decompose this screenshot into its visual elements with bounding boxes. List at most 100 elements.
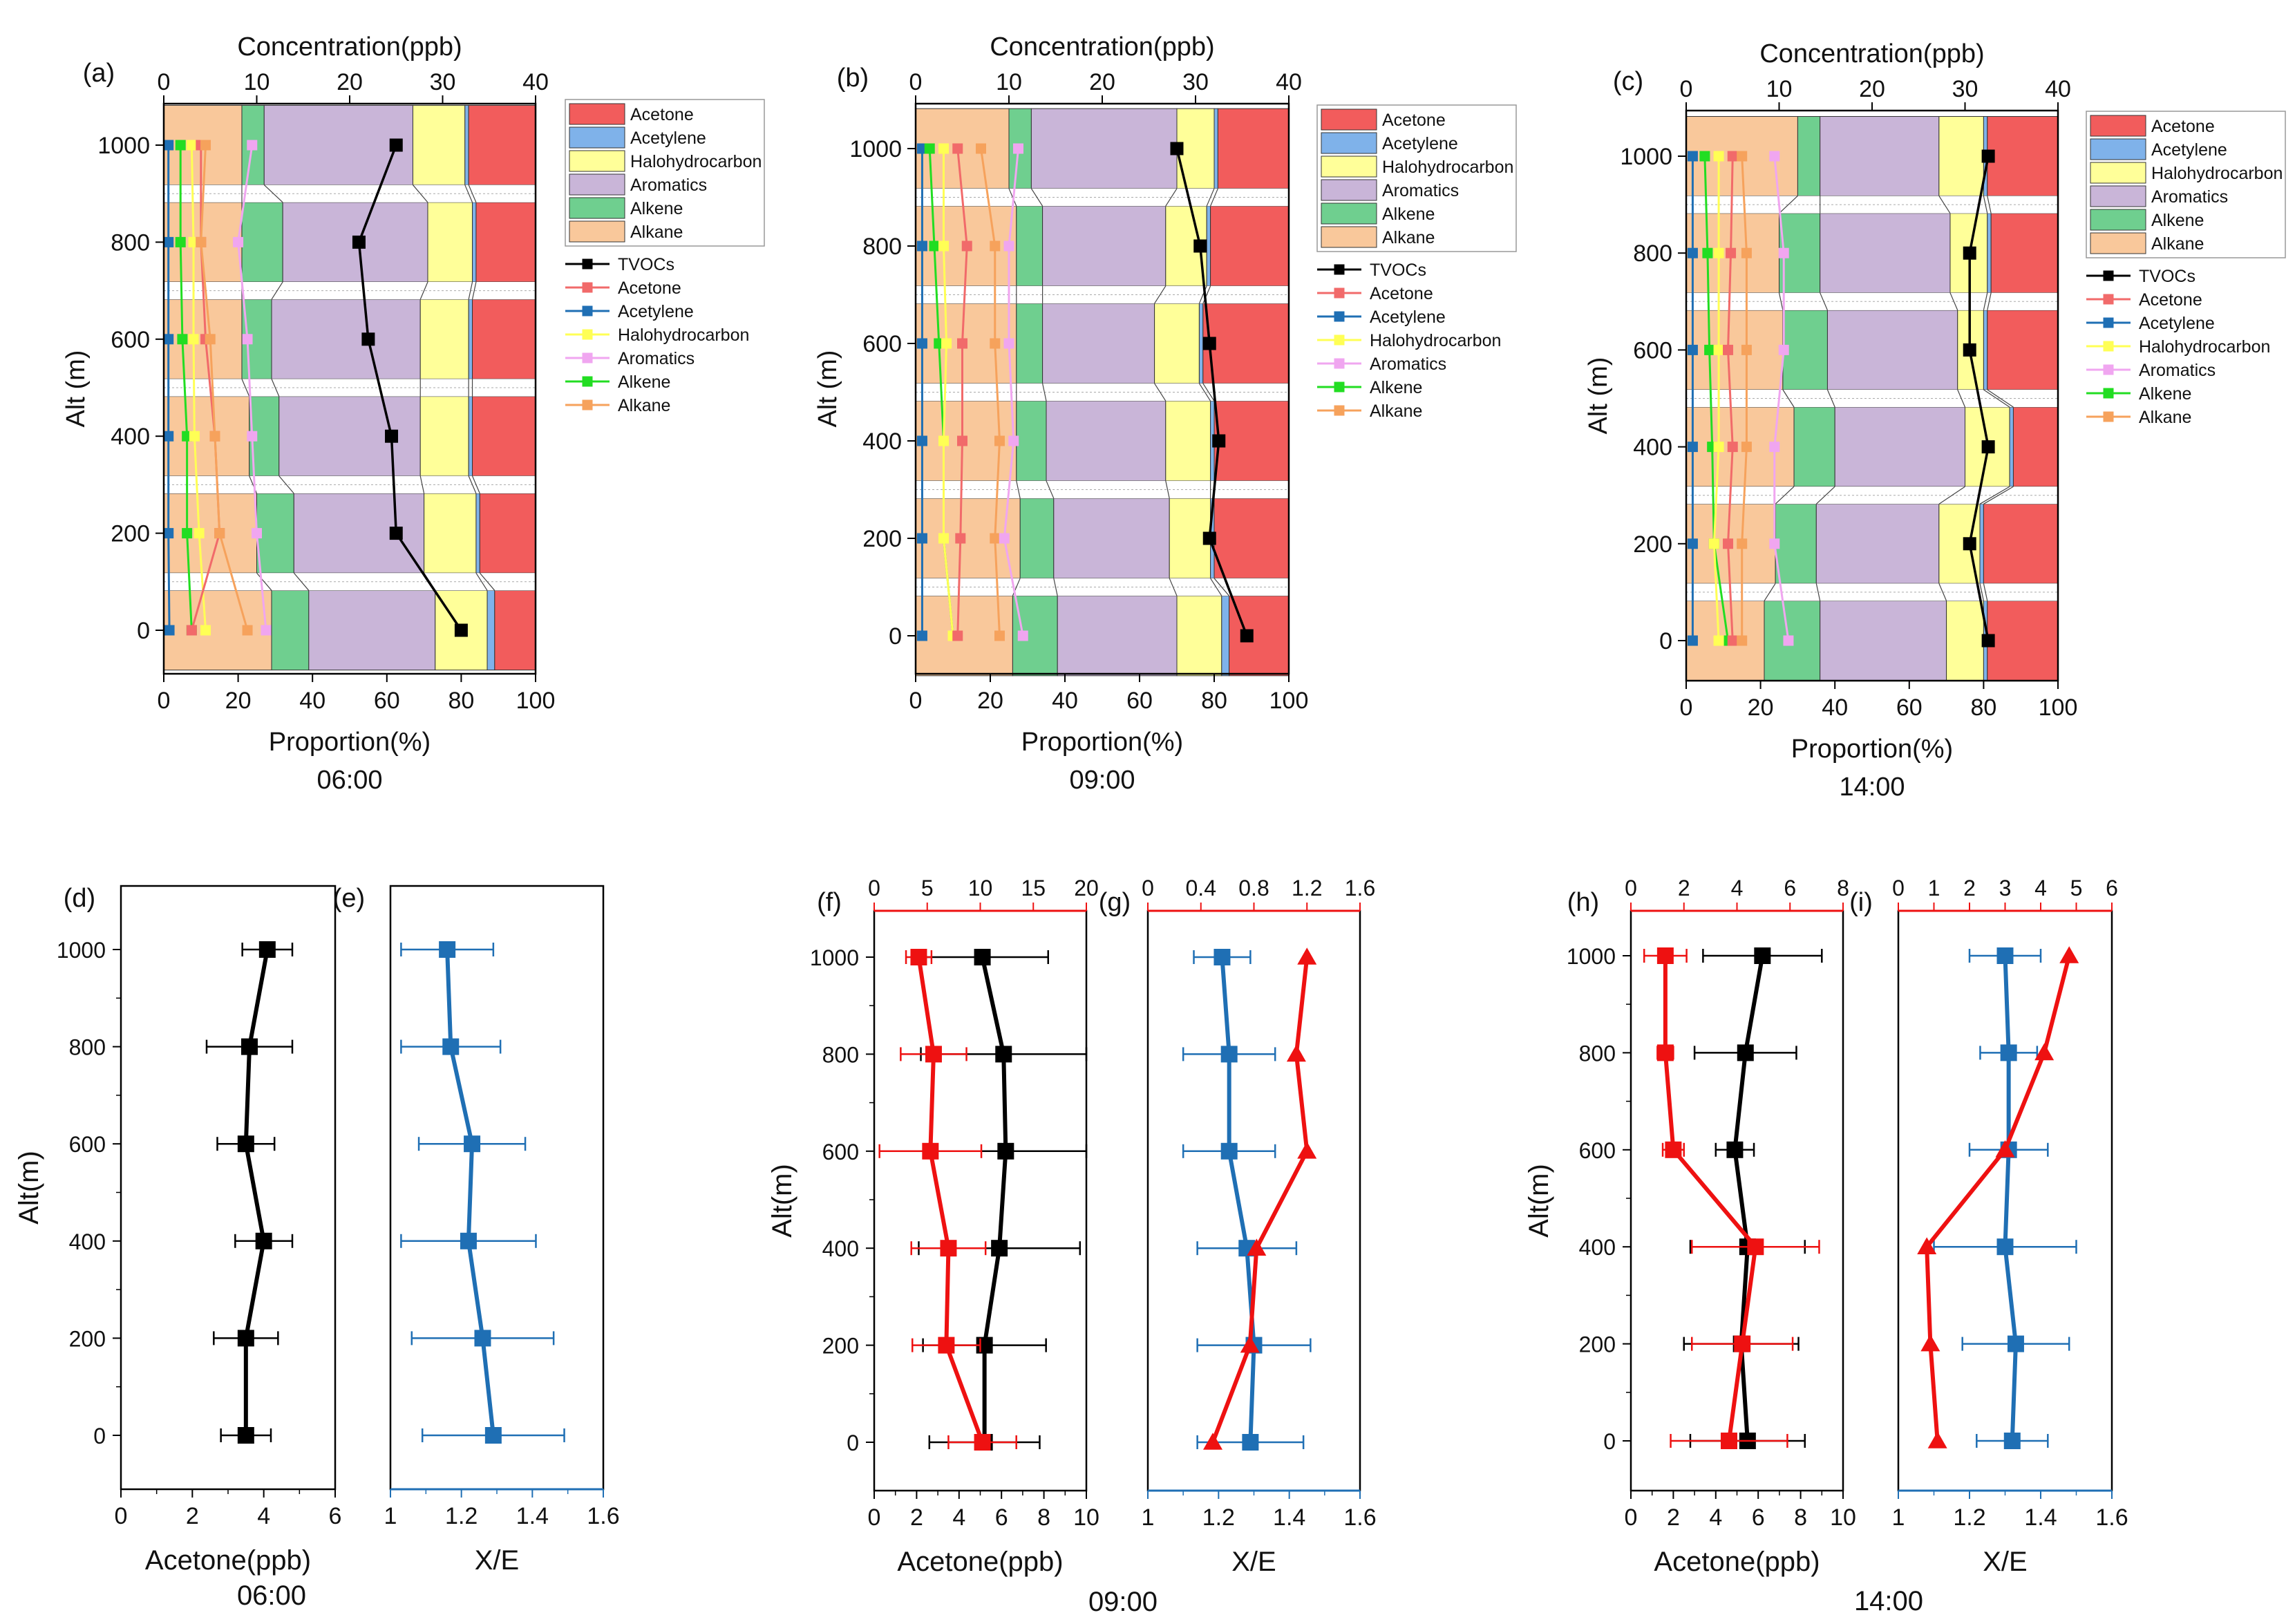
panel-c-halohydrocarbon-line-point	[1713, 151, 1724, 162]
panel-a-bar-halohydrocarbon	[419, 396, 469, 477]
panel-f-ytick-label: 800	[822, 1042, 859, 1067]
panel-c-connector	[1782, 389, 1795, 408]
panel-a-connector	[241, 379, 250, 397]
panel-f-acetone-line	[980, 956, 1008, 1442]
panel-b-bar-aromatics	[1042, 303, 1155, 384]
panel-c-legend-line-label: Aromatics	[2139, 361, 2216, 380]
panel-a-bar-alkene	[256, 493, 294, 574]
panel-h-xtick-label: 2	[1667, 1504, 1680, 1531]
panel-b-xtick-label: 40	[1052, 688, 1078, 714]
panel-c-legend-label: Alkane	[2151, 234, 2204, 254]
panel-c-bar-acetone	[1987, 601, 2059, 681]
panel-b-aromatics-line-point	[1003, 240, 1014, 252]
panel-a-legend-marker	[582, 282, 593, 293]
panel-h-acetone-point	[1754, 947, 1771, 964]
panel-c-bar-alkene	[1797, 116, 1821, 196]
panel-a-legend-label: Aromatics	[630, 176, 707, 195]
panel-b-connector	[1165, 188, 1178, 207]
panel-a-legend-marker	[582, 352, 593, 363]
panel-a-bar-alkane	[163, 493, 257, 574]
panel-c-alkene-line	[1703, 155, 1730, 641]
panel-f-xtick-label: 6	[995, 1504, 1008, 1531]
panel-f-no2-point	[940, 1240, 957, 1257]
panel-h-no2-point	[1665, 1141, 1682, 1158]
panel-a-gap-band	[164, 185, 536, 202]
panel-a-aromatics-line-point	[261, 625, 272, 636]
panel-f-x2tick-label: 0	[868, 876, 880, 900]
panel-c-alkene-line-point	[1704, 344, 1715, 355]
panel-i-x-e-point	[2000, 1044, 2017, 1061]
panel-a-legend-swatch	[569, 126, 625, 149]
panel-a-tvocs-point	[389, 138, 403, 152]
panel-b-aromatics-line-point	[1017, 630, 1028, 641]
panel-c-legend-marker	[2103, 411, 2114, 422]
panel-c-bar-aromatics	[1820, 213, 1951, 294]
panel-c-x2tick-label: 20	[1859, 76, 1885, 102]
panel-a-legend-label: Alkene	[630, 199, 683, 218]
panel-h-no2-point	[1656, 947, 1674, 964]
panel-e-xtick-label: 1	[384, 1503, 397, 1529]
panel-c-alkane-line-point	[1741, 247, 1752, 258]
panel-a-tvocs-line	[357, 144, 462, 631]
panel-a-x2tick-label: 40	[522, 69, 549, 95]
panel-a-legend-line-label: Alkane	[618, 396, 670, 415]
panel-b-connector	[1154, 285, 1167, 304]
panel-b-ytick-label: 800	[862, 234, 902, 260]
panel-a-legend-marker	[582, 376, 593, 387]
panel-a-legend-marker	[582, 399, 593, 410]
panel-c-time-label: 14:00	[1839, 773, 1905, 802]
panel-d-xlabel: Acetone(ppb)	[145, 1545, 311, 1576]
panel-c-ylabel: Alt (m)	[1584, 357, 1613, 435]
panel-c-aromatics-line-point	[1769, 442, 1780, 453]
panel-i-x-e-point	[1996, 947, 2014, 964]
panel-c-bar-aromatics	[1815, 503, 1940, 584]
panel-a-bar-alkene	[241, 104, 265, 186]
panel-c-acetylene-line-point	[1687, 151, 1698, 162]
panel-e-x-e-line	[445, 949, 495, 1436]
time-label-1400: 14:00	[1854, 1586, 1923, 1616]
panel-d-xtick-label: 0	[115, 1503, 128, 1529]
panel-b-acetylene-line-point	[916, 630, 927, 641]
panel-a-aromatics-line-point	[247, 140, 258, 151]
panel-b-ylabel: Alt (m)	[813, 350, 842, 428]
panel-c-legend-marker	[2103, 317, 2114, 328]
panel-g-x2tick-label: 1.6	[1345, 876, 1375, 900]
panel-c-alkane-line-point	[1737, 151, 1748, 162]
panel-b-legend-line-label: Halohydrocarbon	[1370, 331, 1501, 350]
panel-c-bar-acetone	[1983, 503, 2059, 584]
panel-b-x2tick-label: 30	[1182, 69, 1209, 95]
panel-c-x2label: Concentration(ppb)	[1759, 39, 1984, 68]
panel-b-legend-line-label: Aromatics	[1370, 355, 1446, 374]
panel-e-panel-label: (e)	[333, 884, 365, 913]
panel-a-connector	[471, 281, 477, 300]
panel-c-aromatics-line-point	[1778, 247, 1789, 258]
panel-a-aromatics-line-point	[247, 431, 258, 442]
panel-f-no2-point	[922, 1142, 939, 1160]
panel-a-x2tick-label: 10	[244, 69, 270, 95]
panel-e-xtick-label: 1.6	[587, 1503, 619, 1529]
panel-a-tvocs-point	[389, 527, 403, 540]
panel-b-connector	[1210, 578, 1222, 596]
panel-g-acetone-no2-point	[1297, 947, 1317, 965]
panel-b-bar-acetylene	[1221, 595, 1230, 677]
panel-h-xtick-label: 10	[1830, 1504, 1856, 1531]
panel-e-x-e-point	[442, 1038, 460, 1055]
panel-d-acetone-point	[255, 1232, 272, 1249]
panel-c-alkane-line-point	[1741, 442, 1752, 453]
panel-a-halohydrocarbon-line-point	[200, 625, 211, 636]
panel-i-xtick-label: 1.4	[2024, 1504, 2057, 1531]
panel-g-xtick-label: 1.4	[1273, 1504, 1305, 1531]
panel-c-connector	[1938, 583, 1947, 601]
panel-b-legend-marker	[1334, 311, 1345, 322]
panel-h-x2tick-label: 0	[1625, 876, 1637, 900]
panel-c-xtick-label: 40	[1822, 695, 1848, 721]
panel-b-alkane-line-point	[994, 630, 1005, 641]
panel-c-bar-alkene	[1782, 310, 1828, 390]
panel-a-legend-marker	[582, 258, 593, 270]
panel-b-bar-acetylene	[1213, 108, 1218, 189]
panel-i-xtick-label: 1.2	[1953, 1504, 1985, 1531]
panel-c-acetylene-line-point	[1687, 344, 1698, 355]
panel-g-acetone-no2-point	[1247, 1238, 1267, 1256]
panel-f-xtick-label: 0	[868, 1504, 881, 1531]
panel-b-acetylene-line-point	[916, 533, 927, 544]
